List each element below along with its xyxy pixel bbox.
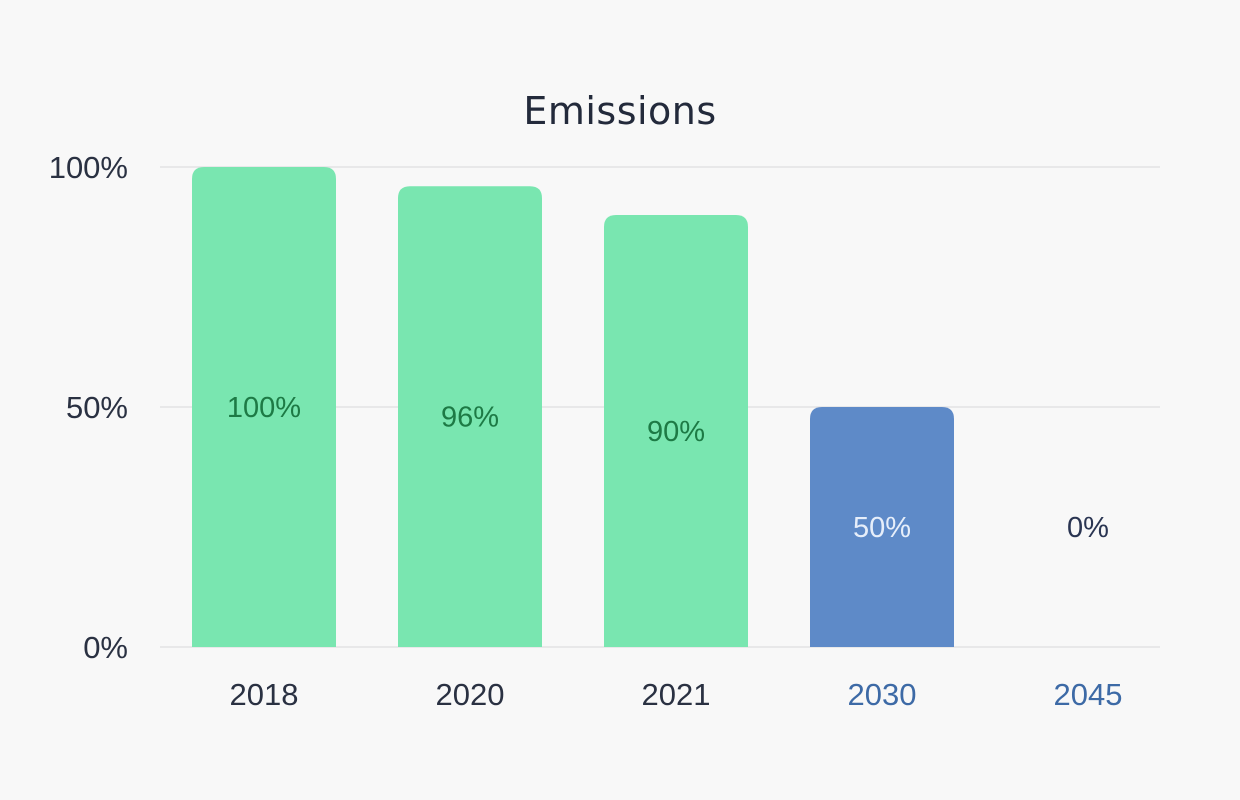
x-axis: 2018 2020 2021 2030 2045: [230, 677, 1123, 712]
bar-2030: [810, 407, 954, 647]
bar-value-label-2045: 0%: [1067, 512, 1109, 544]
y-tick-label: 50%: [66, 390, 128, 425]
x-tick-label-2045: 2045: [1054, 677, 1123, 712]
bar-2021: [604, 215, 748, 647]
x-tick-label-2018: 2018: [230, 677, 299, 712]
x-tick-label-2021: 2021: [642, 677, 711, 712]
y-tick-label: 0%: [83, 630, 128, 665]
bar-2020: [398, 186, 542, 647]
bar-label-layer: 100% 96% 90% 50% 0%: [227, 392, 1109, 544]
bar-value-label-2020: 96%: [441, 402, 499, 434]
bar-2018: [192, 167, 336, 647]
bar-value-label-2030: 50%: [853, 512, 911, 544]
x-tick-label-2030: 2030: [848, 677, 917, 712]
x-tick-label-2020: 2020: [436, 677, 505, 712]
bar-value-label-2021: 90%: [647, 416, 705, 448]
bar-value-label-2018: 100%: [227, 392, 301, 424]
y-tick-label: 100%: [49, 150, 128, 185]
bar-layer: [192, 167, 954, 647]
chart-title: Emissions: [523, 89, 716, 133]
y-axis: 0% 50% 100%: [49, 150, 128, 665]
